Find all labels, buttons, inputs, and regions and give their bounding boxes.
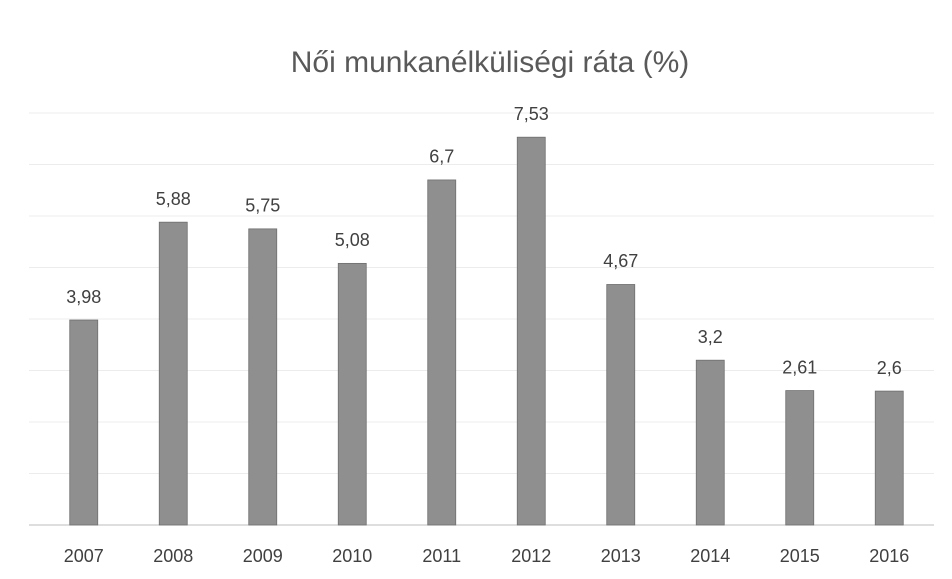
bar [874, 390, 904, 526]
bar [158, 221, 188, 526]
x-tick-label: 2016 [869, 546, 909, 566]
x-tick-label: 2009 [243, 546, 283, 566]
bar [337, 262, 367, 526]
x-tick-label: 2015 [780, 546, 820, 566]
x-tick-label: 2014 [690, 546, 730, 566]
value-label: 7,53 [514, 104, 549, 124]
bar [516, 136, 546, 526]
x-tick-label: 2011 [422, 546, 461, 566]
value-label: 3,98 [66, 287, 101, 307]
bar [785, 390, 815, 526]
bar [69, 319, 99, 526]
x-tick-label: 2010 [332, 546, 372, 566]
x-tick-label: 2013 [601, 546, 641, 566]
x-tick-label: 2012 [511, 546, 551, 566]
bar [427, 179, 457, 526]
value-label: 5,75 [245, 196, 280, 216]
value-label: 5,08 [335, 230, 370, 250]
x-tick-label: 2007 [64, 546, 104, 566]
chart-title: Női munkanélküliségi ráta (%) [291, 46, 690, 79]
bar [695, 359, 725, 526]
bar [248, 228, 278, 526]
value-label: 6,7 [429, 147, 454, 167]
bar [606, 284, 636, 526]
value-label: 3,2 [698, 327, 723, 347]
value-label: 2,61 [782, 357, 817, 377]
x-tick-label: 2008 [153, 546, 193, 566]
value-label: 2,6 [877, 358, 902, 378]
value-label: 5,88 [156, 189, 191, 209]
value-label: 4,67 [603, 251, 638, 271]
